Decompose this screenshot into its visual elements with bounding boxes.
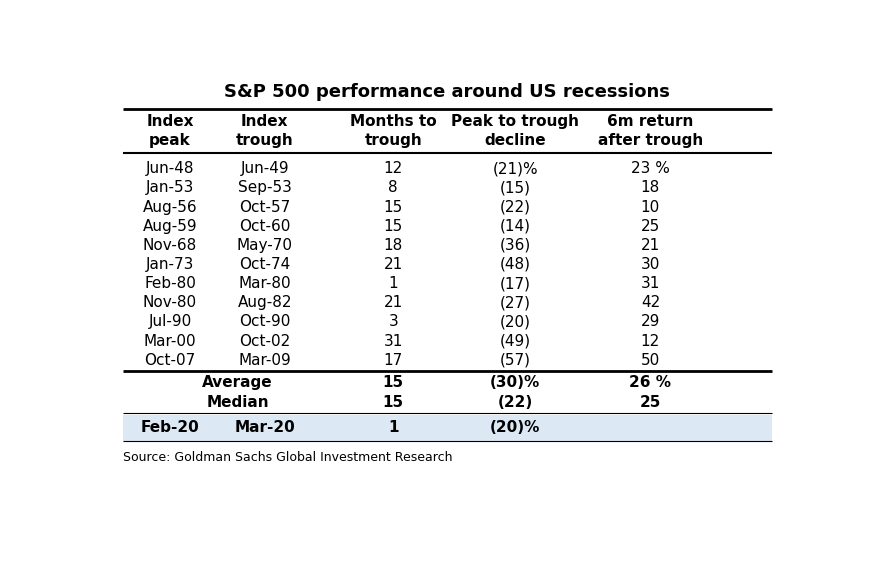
Text: Feb-80: Feb-80 — [144, 276, 196, 291]
Text: 1: 1 — [388, 276, 398, 291]
Text: Peak to trough
decline: Peak to trough decline — [451, 114, 579, 147]
Text: Nov-80: Nov-80 — [143, 295, 197, 310]
Text: Oct-02: Oct-02 — [239, 333, 291, 349]
Text: (17): (17) — [499, 276, 531, 291]
Text: 42: 42 — [641, 295, 660, 310]
Text: 25: 25 — [641, 219, 660, 234]
Text: Oct-60: Oct-60 — [239, 219, 291, 234]
Text: Oct-74: Oct-74 — [239, 257, 291, 272]
Bar — [122, 415, 773, 441]
Text: 31: 31 — [641, 276, 660, 291]
Text: Mar-20: Mar-20 — [234, 420, 295, 436]
Text: (22): (22) — [498, 394, 533, 410]
Text: 18: 18 — [641, 180, 660, 195]
Text: Oct-07: Oct-07 — [144, 353, 196, 368]
Text: 15: 15 — [383, 199, 403, 215]
Text: 15: 15 — [383, 219, 403, 234]
Text: Source: Goldman Sachs Global Investment Research: Source: Goldman Sachs Global Investment … — [122, 451, 452, 464]
Text: Jan-73: Jan-73 — [146, 257, 194, 272]
Text: (30)%: (30)% — [490, 375, 540, 390]
Text: Mar-09: Mar-09 — [238, 353, 291, 368]
Text: Aug-82: Aug-82 — [237, 295, 292, 310]
Text: Mar-80: Mar-80 — [238, 276, 291, 291]
Text: 18: 18 — [383, 238, 403, 253]
Text: 3: 3 — [388, 314, 398, 329]
Text: Median: Median — [206, 394, 269, 410]
Text: Oct-57: Oct-57 — [239, 199, 291, 215]
Text: 26 %: 26 % — [629, 375, 671, 390]
Text: May-70: May-70 — [237, 238, 292, 253]
Text: 17: 17 — [383, 353, 403, 368]
Text: 15: 15 — [382, 394, 404, 410]
Text: Nov-68: Nov-68 — [143, 238, 197, 253]
Text: 30: 30 — [641, 257, 660, 272]
Text: (15): (15) — [499, 180, 531, 195]
Text: Aug-59: Aug-59 — [142, 219, 197, 234]
Text: 12: 12 — [383, 161, 403, 176]
Text: 21: 21 — [641, 238, 660, 253]
Text: Jul-90: Jul-90 — [148, 314, 192, 329]
Text: 29: 29 — [641, 314, 660, 329]
Text: 6m return
after trough: 6m return after trough — [598, 114, 703, 147]
Text: Jun-48: Jun-48 — [146, 161, 195, 176]
Text: Index
trough: Index trough — [236, 114, 293, 147]
Text: Oct-90: Oct-90 — [239, 314, 291, 329]
Text: S&P 500 performance around US recessions: S&P 500 performance around US recessions — [224, 83, 670, 101]
Text: 8: 8 — [388, 180, 398, 195]
Text: Jun-49: Jun-49 — [240, 161, 289, 176]
Text: (20)%: (20)% — [490, 420, 540, 436]
Text: Average: Average — [203, 375, 273, 390]
Text: Mar-00: Mar-00 — [144, 333, 196, 349]
Text: 1: 1 — [388, 420, 399, 436]
Text: (49): (49) — [499, 333, 531, 349]
Text: 12: 12 — [641, 333, 660, 349]
Text: 50: 50 — [641, 353, 660, 368]
Text: (36): (36) — [499, 238, 531, 253]
Text: (57): (57) — [499, 353, 531, 368]
Text: (22): (22) — [499, 199, 531, 215]
Text: 15: 15 — [382, 375, 404, 390]
Text: Sep-53: Sep-53 — [237, 180, 292, 195]
Text: Index
peak: Index peak — [147, 114, 194, 147]
Text: 31: 31 — [383, 333, 403, 349]
Text: 21: 21 — [383, 257, 403, 272]
Text: (27): (27) — [499, 295, 531, 310]
Text: Months to
trough: Months to trough — [350, 114, 436, 147]
Text: 25: 25 — [640, 394, 661, 410]
Text: Feb-20: Feb-20 — [141, 420, 199, 436]
Text: (21)%: (21)% — [492, 161, 538, 176]
Text: Jan-53: Jan-53 — [146, 180, 194, 195]
Text: 21: 21 — [383, 295, 403, 310]
Text: (14): (14) — [499, 219, 531, 234]
Text: (20): (20) — [499, 314, 531, 329]
Text: Aug-56: Aug-56 — [142, 199, 197, 215]
Text: 23 %: 23 % — [631, 161, 670, 176]
Text: (48): (48) — [499, 257, 531, 272]
Text: 10: 10 — [641, 199, 660, 215]
